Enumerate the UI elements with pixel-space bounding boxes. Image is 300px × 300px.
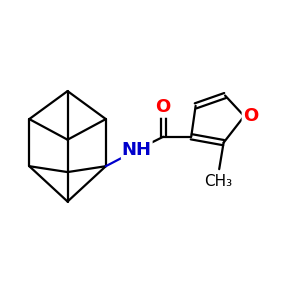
Text: CH₃: CH₃ bbox=[204, 174, 232, 189]
Text: O: O bbox=[243, 107, 258, 125]
Text: O: O bbox=[156, 98, 171, 116]
Text: NH: NH bbox=[122, 141, 152, 159]
